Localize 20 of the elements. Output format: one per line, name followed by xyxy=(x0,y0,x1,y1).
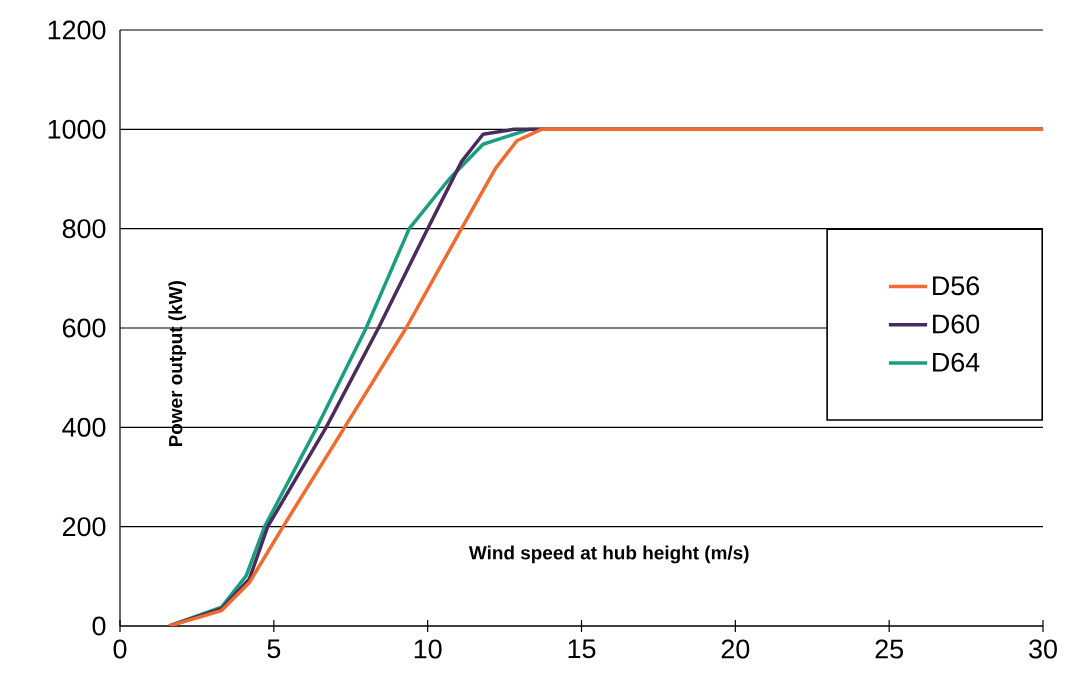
x-tick-label: 10 xyxy=(414,639,442,659)
y-tick-label: 1200 xyxy=(48,20,106,40)
y-tick-label: 400 xyxy=(62,417,106,437)
y-tick-label: 200 xyxy=(62,517,106,537)
x-tick-label: 5 xyxy=(267,639,281,659)
x-tick-label: 25 xyxy=(875,639,903,659)
x-axis-title: Wind speed at hub height (m/s) xyxy=(468,545,749,564)
x-tick-label: 0 xyxy=(113,639,127,659)
x-tick-label: 15 xyxy=(568,639,596,659)
y-tick-label: 1000 xyxy=(48,119,106,139)
y-tick-label: 800 xyxy=(62,219,106,239)
y-tick-label: 600 xyxy=(62,318,106,338)
y-axis-title: Power output (kW) xyxy=(168,281,187,447)
y-tick-label: 0 xyxy=(92,616,106,636)
line-series xyxy=(167,127,1044,626)
x-tick-label: 30 xyxy=(1029,639,1057,659)
legend-label: D64 xyxy=(933,352,980,372)
legend-label: D56 xyxy=(933,276,980,296)
legend-label: D60 xyxy=(933,314,980,334)
x-tick-label: 20 xyxy=(721,639,750,659)
